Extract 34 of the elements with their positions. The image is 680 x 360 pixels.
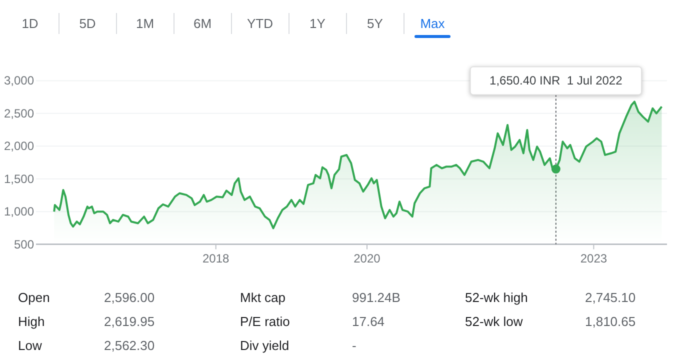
y-tick-label: 2,000 [4,139,34,154]
text: 1,810.65 [585,314,636,329]
text: 2,619.95 [104,314,155,329]
y-tick-label: 2,500 [4,106,34,120]
text: Mkt cap [240,290,286,305]
x-tick-label: 2018 [202,251,230,266]
text: - [352,338,356,353]
text: 2,562.30 [104,338,155,353]
category-label: 6M [193,16,212,31]
category-label: 5Y [367,16,384,31]
text: P/E ratio [240,314,290,329]
text: Low [18,338,42,353]
y-tick-label: 500 [14,237,34,252]
category-label: 1D [22,16,38,31]
text: 2,596.00 [104,290,155,305]
category-label: 5D [79,16,96,31]
text: 52-wk high [465,290,528,305]
text: 2,745.10 [585,290,636,305]
y-tick-label: 3,000 [4,74,34,88]
category-label: 1Y [310,16,326,31]
text: Open [18,290,50,305]
category-label: Max [420,16,446,31]
text: 991.24B [352,290,400,305]
category-label: 1M [136,16,154,31]
x-tick-label: 2023 [580,251,608,266]
x-tick-label: 2020 [354,251,381,266]
y-tick-label: 1,000 [4,204,34,219]
text: High [18,314,45,329]
text: 17.64 [352,314,385,329]
text: Div yield [240,338,290,353]
y-tick-label: 1,500 [4,172,34,186]
category-label: YTD [247,16,273,31]
text: 52-wk low [465,314,524,329]
annotation: 1,650.40 INR 1 Jul 2022 [490,74,623,88]
